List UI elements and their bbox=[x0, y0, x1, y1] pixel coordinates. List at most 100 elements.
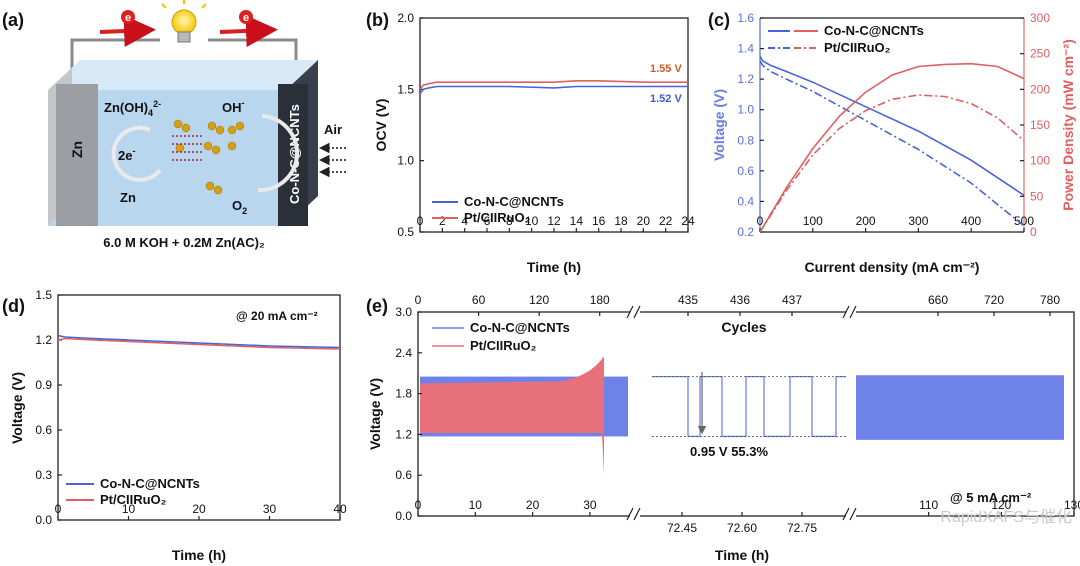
panel-e-y-tick-label: 3.0 bbox=[395, 305, 412, 319]
panel-b-x-tick-label: 22 bbox=[659, 214, 673, 228]
electron-badge-right: e bbox=[239, 10, 253, 24]
watermark: RapidXAFS与催化 bbox=[940, 508, 1072, 526]
panel-b-x-tick-label: 2 bbox=[439, 214, 446, 228]
panel-c-yleft-tick-label: 1.2 bbox=[737, 72, 754, 86]
air-arrows bbox=[319, 142, 346, 178]
panel-c-x-tick-label: 400 bbox=[961, 214, 981, 228]
panel-c-yleft-tick-label: 0.8 bbox=[737, 133, 754, 147]
two-electron-label: 2e- bbox=[118, 146, 135, 163]
efficiency-label: 0.95 V 55.3% bbox=[690, 444, 768, 459]
panel-e-top-label: Cycles bbox=[721, 319, 766, 335]
panel-e-top3-tick-label: 780 bbox=[1040, 293, 1060, 307]
panel-c-x-tick-label: 500 bbox=[1014, 214, 1034, 228]
panel-d-x-tick-label: 40 bbox=[333, 502, 347, 516]
panel-d-y-tick-label: 0.0 bbox=[35, 513, 52, 527]
panel-c-x-tick-label: 0 bbox=[757, 214, 764, 228]
panel-c-legend-co: Co-N-C@NCNTs bbox=[824, 23, 924, 38]
oxygen-cycle-arrow bbox=[257, 114, 300, 193]
panel-label-d: (d) bbox=[2, 296, 25, 316]
panel-e-x1-tick-label: 30 bbox=[583, 498, 597, 512]
panel-c-yleft-tick-label: 1.0 bbox=[737, 103, 754, 117]
panel-d-y-tick-label: 1.5 bbox=[35, 288, 52, 302]
panel-e-xlabel: Time (h) bbox=[715, 547, 769, 563]
electron-label-left: e bbox=[125, 12, 131, 24]
panel-c-x-tick-label: 300 bbox=[908, 214, 928, 228]
air-label: Air bbox=[324, 122, 342, 137]
panel-b-y-tick-label: 1.5 bbox=[397, 82, 414, 96]
panel-b-y-tick-label: 1.0 bbox=[397, 154, 414, 168]
panel-d-y-tick-label: 0.3 bbox=[35, 468, 52, 482]
panel-e-y-tick-label: 1.8 bbox=[395, 387, 412, 401]
panel-c-legend: Co-N-C@NCNTs Pt/CIIRuO₂ bbox=[768, 23, 924, 55]
panel-b-x-tick-label: 10 bbox=[525, 214, 539, 228]
panel-d-discharge-chart: (d) Time (h) Voltage (V) 0 10 20 30 40 0.0 0.3… bbox=[2, 288, 347, 563]
panel-d-x-tick-label: 20 bbox=[192, 502, 206, 516]
panel-c-yleft-tick-label: 0.2 bbox=[737, 225, 754, 239]
panel-e-y-tick-label: 1.2 bbox=[395, 427, 412, 441]
panel-e-x1-tick-label: 10 bbox=[469, 498, 483, 512]
panel-c-yleft-tick-label: 1.4 bbox=[737, 42, 754, 56]
wire-right bbox=[208, 38, 298, 62]
panel-e-y-tick-label: 2.4 bbox=[395, 346, 412, 360]
panel-b-x-tick-label: 20 bbox=[637, 214, 651, 228]
oxygen-label: O2 bbox=[232, 198, 247, 216]
panel-a-schematic: (a) e e Zn Co-N-C@NCN bbox=[2, 0, 346, 250]
panel-e-top3-tick-label: 720 bbox=[984, 293, 1004, 307]
light-bulb-icon bbox=[161, 0, 207, 43]
panel-b-x-tick-label: 6 bbox=[484, 214, 491, 228]
electrolyte-label: 6.0 M KOH + 0.2M Zn(AC)₂ bbox=[103, 235, 265, 250]
panel-e-top2-tick-label: 437 bbox=[782, 293, 802, 307]
box-top bbox=[48, 60, 318, 90]
panel-c-yright-tick-label: 50 bbox=[1030, 189, 1044, 203]
panel-e-top2-tick-label: 436 bbox=[730, 293, 750, 307]
panel-e-top1-tick-label: 0 bbox=[415, 293, 422, 307]
panel-c-yright-tick-label: 200 bbox=[1030, 82, 1050, 96]
panel-e-top1-tick-label: 60 bbox=[472, 293, 486, 307]
power-curve-co bbox=[760, 62, 1024, 232]
panel-e-current-annotation: @ 5 mA cm⁻² bbox=[950, 490, 1032, 505]
panel-b-y-tick-label: 2.0 bbox=[397, 11, 414, 25]
panel-e-x2-tick-label: 72.45 bbox=[667, 521, 697, 535]
discharge-line-pt bbox=[58, 337, 340, 350]
panel-d-legend-co: Co-N-C@NCNTs bbox=[100, 476, 200, 491]
anode-label: Zn bbox=[69, 141, 85, 158]
panel-label-e: (e) bbox=[366, 296, 388, 316]
electron-arrow-left bbox=[99, 15, 156, 47]
panel-e-legend-bg bbox=[430, 318, 590, 358]
voltage-curve-co bbox=[760, 55, 1024, 196]
panel-label-c: (c) bbox=[708, 10, 730, 30]
panel-c-yright-tick-label: 100 bbox=[1030, 154, 1050, 168]
panel-c-yleft-tick-label: 0.4 bbox=[737, 194, 754, 208]
panel-label-b: (b) bbox=[366, 10, 389, 30]
panel-c-yright-tick-label: 300 bbox=[1030, 11, 1050, 25]
panel-d-x-tick-label: 10 bbox=[122, 502, 136, 516]
panel-e-y-tick-label: 0.6 bbox=[395, 468, 412, 482]
panel-e-x1-tick-label: 0 bbox=[415, 498, 422, 512]
cycling-wave-co-seg2 bbox=[652, 375, 848, 438]
axis-break-2 bbox=[842, 305, 857, 521]
panel-c-yleft-tick-label: 1.6 bbox=[737, 11, 754, 25]
panel-b-y-tick-label: 0.5 bbox=[397, 225, 414, 239]
panel-e-x3-tick-label: 120 bbox=[991, 498, 1011, 512]
panel-d-current-annotation: @ 20 mA cm⁻² bbox=[236, 309, 318, 323]
panel-b-legend-pt: Pt/CIIRuO₂ bbox=[464, 210, 531, 225]
panel-d-legend-pt: Pt/CIIRuO₂ bbox=[100, 492, 167, 507]
ion-arrows bbox=[172, 135, 202, 161]
panel-e-cycling-chart: (e) Time (h) Voltage (V) Cycles 0.0 0.6 1.… bbox=[366, 293, 1080, 563]
ocv-label-co: 1.52 V bbox=[650, 93, 682, 105]
panel-c-ylabel-left: Voltage (V) bbox=[711, 89, 727, 161]
panel-c-yright-tick-label: 150 bbox=[1030, 118, 1050, 132]
panel-d-x-tick-label: 0 bbox=[55, 502, 62, 516]
panel-e-top1-tick-label: 120 bbox=[529, 293, 549, 307]
voltage-curve-pt bbox=[760, 60, 1024, 227]
panel-b-x-tick-label: 16 bbox=[592, 214, 606, 228]
panel-c-xlabel: Current density (mA cm⁻²) bbox=[805, 259, 980, 275]
cycling-band-pt-seg1 bbox=[420, 356, 604, 476]
panel-d-y-tick-label: 0.6 bbox=[35, 423, 52, 437]
panel-b-x-tick-label: 18 bbox=[614, 214, 628, 228]
panel-b-x-tick-label: 14 bbox=[570, 214, 584, 228]
zincate-label: Zn(OH)42- bbox=[104, 99, 161, 118]
panel-b-x-tick-label: 0 bbox=[417, 214, 424, 228]
axis-break-1 bbox=[626, 305, 641, 521]
panel-d-ylabel: Voltage (V) bbox=[9, 372, 25, 444]
